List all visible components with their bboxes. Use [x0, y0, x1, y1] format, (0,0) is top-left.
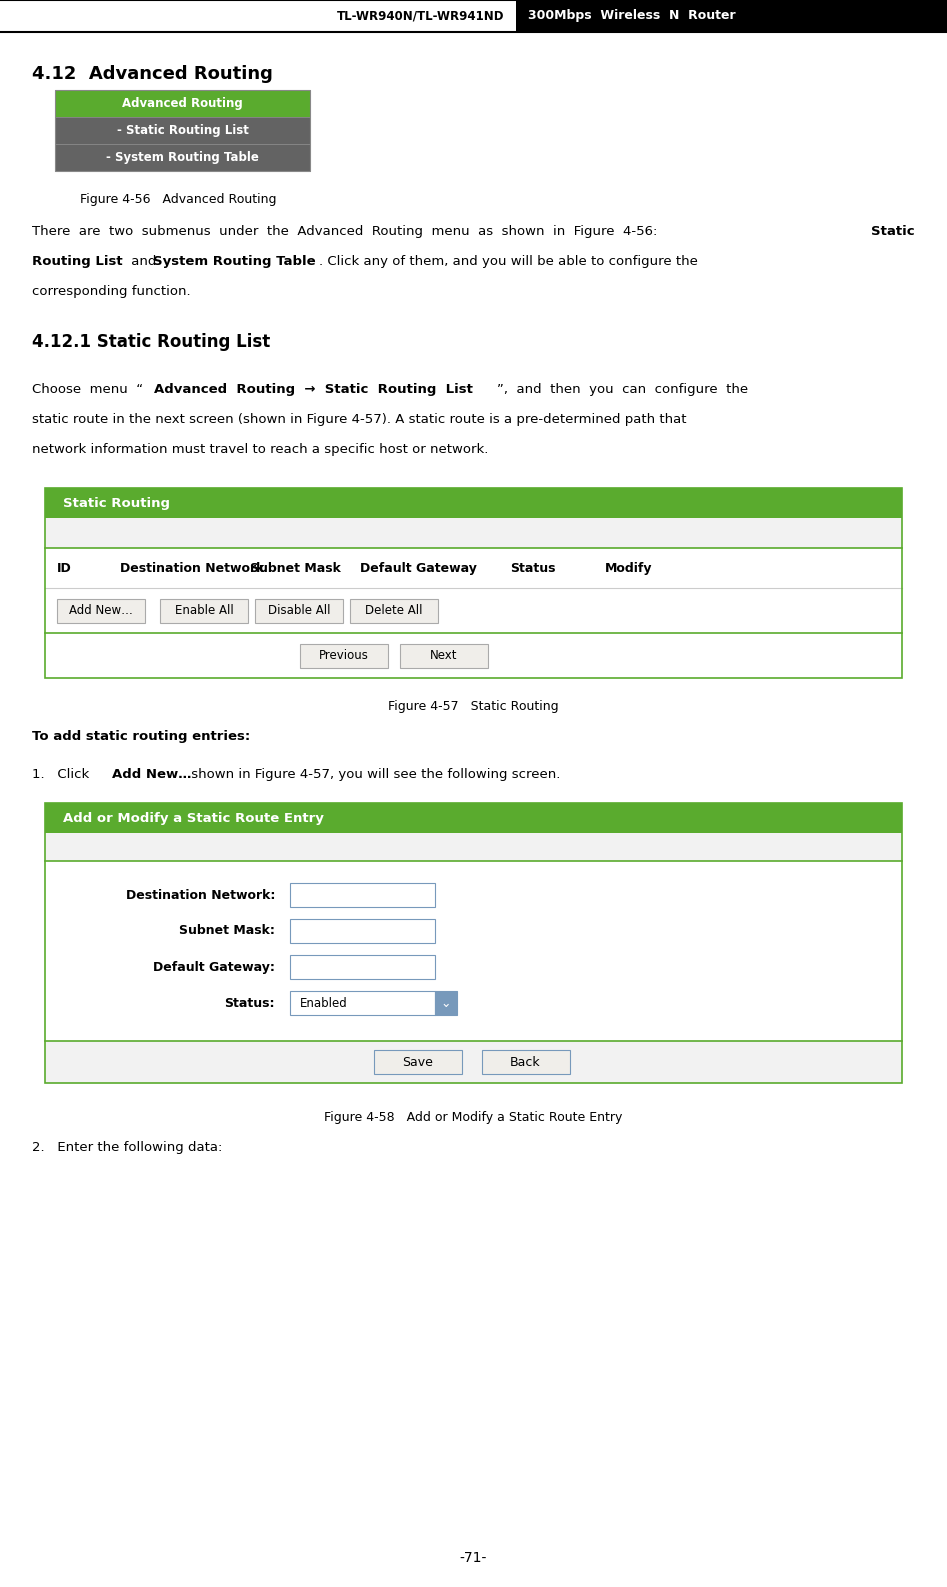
Bar: [435, 990, 457, 1016]
Text: . Click any of them, and you will be able to configure the: . Click any of them, and you will be abl…: [319, 256, 698, 268]
Bar: [45, 1041, 902, 1082]
Bar: [45, 589, 902, 633]
Text: Add New…: Add New…: [112, 768, 191, 781]
Text: Modify: Modify: [605, 562, 652, 574]
Bar: [57, 598, 145, 622]
Bar: [45, 487, 902, 678]
Text: shown in Figure 4-57, you will see the following screen.: shown in Figure 4-57, you will see the f…: [187, 768, 561, 781]
Text: Save: Save: [402, 1055, 433, 1068]
Bar: [290, 955, 435, 979]
Text: To add static routing entries:: To add static routing entries:: [32, 730, 250, 743]
Bar: [400, 643, 488, 668]
Text: Figure 4-56   Advanced Routing: Figure 4-56 Advanced Routing: [80, 194, 277, 206]
Bar: [55, 90, 310, 117]
Text: Previous: Previous: [319, 649, 369, 662]
Text: Enabled: Enabled: [300, 997, 348, 1009]
Text: Status: Status: [510, 562, 556, 574]
Text: and: and: [127, 256, 161, 268]
Bar: [300, 643, 388, 668]
Bar: [0, 0, 516, 32]
Text: corresponding function.: corresponding function.: [32, 286, 190, 298]
Text: -71-: -71-: [460, 1550, 487, 1565]
Text: There  are  two  submenus  under  the  Advanced  Routing  menu  as  shown  in  F: There are two submenus under the Advance…: [32, 225, 666, 238]
Text: Next: Next: [430, 649, 457, 662]
Bar: [45, 803, 902, 833]
Text: ”,  and  then  you  can  configure  the: ”, and then you can configure the: [497, 382, 748, 397]
Bar: [45, 633, 902, 678]
Bar: [45, 833, 902, 862]
Bar: [516, 0, 947, 32]
Text: - System Routing Table: - System Routing Table: [106, 151, 259, 163]
Text: - Static Routing List: - Static Routing List: [116, 124, 248, 136]
Text: Static: Static: [871, 225, 915, 238]
Text: network information must travel to reach a specific host or network.: network information must travel to reach…: [32, 443, 489, 455]
Text: Advanced  Routing  →  Static  Routing  List: Advanced Routing → Static Routing List: [154, 382, 473, 397]
Bar: [373, 1051, 461, 1074]
Text: Disable All: Disable All: [268, 605, 331, 617]
Bar: [55, 117, 310, 144]
Bar: [45, 548, 902, 589]
Bar: [290, 990, 435, 1016]
Text: ID: ID: [57, 562, 72, 574]
Bar: [55, 144, 310, 171]
Text: Add or Modify a Static Route Entry: Add or Modify a Static Route Entry: [63, 811, 324, 825]
Text: Static Routing: Static Routing: [63, 497, 170, 509]
Text: Delete All: Delete All: [366, 605, 422, 617]
Text: System Routing Table: System Routing Table: [153, 256, 315, 268]
Bar: [290, 919, 435, 943]
Text: Figure 4-57   Static Routing: Figure 4-57 Static Routing: [388, 700, 559, 713]
Text: Figure 4-58   Add or Modify a Static Route Entry: Figure 4-58 Add or Modify a Static Route…: [324, 1111, 623, 1124]
Text: static route in the next screen (shown in Figure 4-57). A static route is a pre-: static route in the next screen (shown i…: [32, 413, 687, 425]
Text: 300Mbps  Wireless  N  Router: 300Mbps Wireless N Router: [528, 10, 736, 22]
Bar: [45, 487, 902, 517]
Bar: [160, 598, 248, 622]
Text: Advanced Routing: Advanced Routing: [122, 97, 242, 110]
Text: 4.12.1 Static Routing List: 4.12.1 Static Routing List: [32, 333, 270, 351]
Text: Choose  menu  “: Choose menu “: [32, 382, 143, 397]
Text: Destination Network: Destination Network: [120, 562, 264, 574]
Text: Enable All: Enable All: [174, 605, 233, 617]
Text: Default Gateway: Default Gateway: [360, 562, 477, 574]
Text: 1.   Click: 1. Click: [32, 768, 94, 781]
Bar: [481, 1051, 569, 1074]
Text: Back: Back: [510, 1055, 541, 1068]
Text: Subnet Mask: Subnet Mask: [250, 562, 341, 574]
Bar: [255, 598, 343, 622]
Text: Routing List: Routing List: [32, 256, 122, 268]
Text: Subnet Mask:: Subnet Mask:: [179, 925, 275, 938]
Text: Add New…: Add New…: [69, 605, 133, 617]
Text: ⌄: ⌄: [440, 997, 452, 1009]
Bar: [55, 90, 310, 171]
Text: TL-WR940N/TL-WR941ND: TL-WR940N/TL-WR941ND: [336, 10, 504, 22]
Text: Status:: Status:: [224, 997, 275, 1009]
Text: Destination Network:: Destination Network:: [126, 889, 275, 901]
Bar: [45, 862, 902, 1041]
Text: 4.12  Advanced Routing: 4.12 Advanced Routing: [32, 65, 273, 83]
Bar: [350, 598, 438, 622]
Bar: [290, 882, 435, 908]
Bar: [45, 517, 902, 548]
Text: Default Gateway:: Default Gateway:: [153, 960, 275, 973]
Bar: [45, 803, 902, 1082]
Text: 2.   Enter the following data:: 2. Enter the following data:: [32, 1141, 223, 1154]
